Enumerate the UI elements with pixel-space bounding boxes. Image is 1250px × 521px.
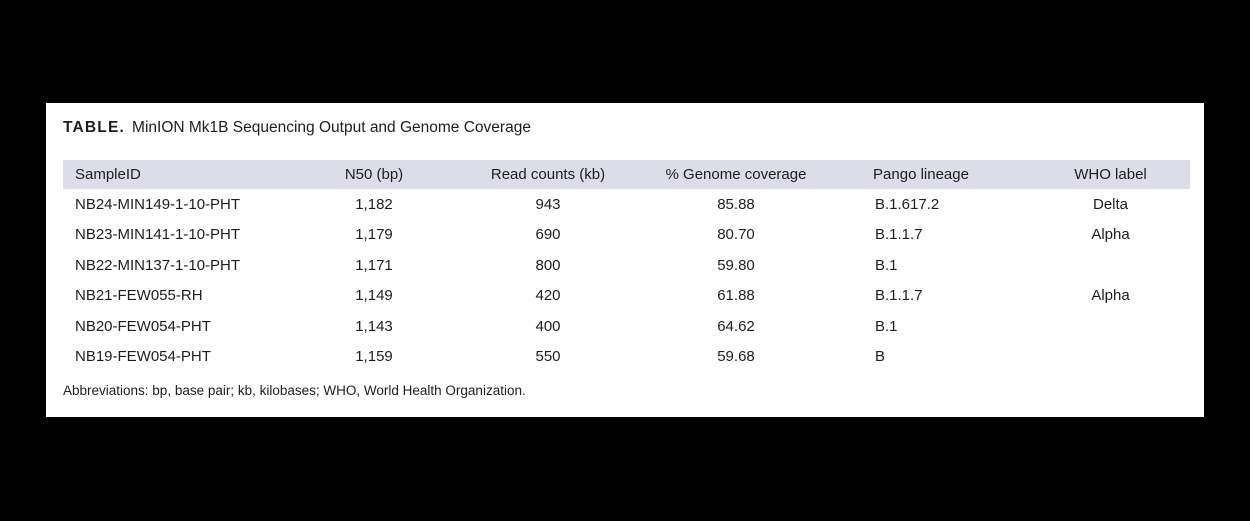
cell-who-label (1031, 311, 1190, 342)
table-row: NB24-MIN149-1-10-PHT 1,182 943 85.88 B.1… (63, 189, 1190, 220)
cell-read-counts: 800 (535, 256, 561, 274)
cell-pango-lineage: B.1 (875, 256, 898, 274)
cell-who-label: Delta (1092, 195, 1129, 213)
cell-genome-coverage: 61.88 (717, 287, 755, 305)
cell-who-label: Alpha (1091, 287, 1130, 305)
table-row: NB19-FEW054-PHT 1,159 550 59.68 B (63, 342, 1190, 373)
table-card: TABLE. MinION Mk1B Sequencing Output and … (46, 103, 1204, 417)
table-body: NB24-MIN149-1-10-PHT 1,182 943 85.88 B.1… (63, 189, 1190, 372)
cell-pango-lineage: B.1.1.7 (875, 226, 923, 244)
cell-genome-coverage: 59.80 (717, 256, 755, 274)
cell-read-counts: 420 (535, 287, 561, 305)
cell-genome-coverage: 85.88 (717, 195, 755, 213)
column-header-who-label: WHO label (1074, 166, 1147, 183)
cell-read-counts: 550 (535, 348, 561, 366)
table-row: NB22-MIN137-1-10-PHT 1,171 800 59.80 B.1 (63, 250, 1190, 281)
cell-genome-coverage: 59.68 (717, 348, 755, 366)
column-header-sampleid: SampleID (75, 166, 141, 183)
table-footnote: Abbreviations: bp, base pair; kb, kiloba… (63, 383, 526, 398)
cell-sampleid: NB21-FEW055-RH (75, 287, 203, 305)
cell-sampleid: NB23-MIN141-1-10-PHT (75, 226, 241, 244)
table-title-label: TABLE. (63, 119, 126, 136)
cell-n50: 1,179 (355, 226, 393, 244)
cell-pango-lineage: B.1.617.2 (875, 195, 940, 213)
cell-read-counts: 943 (535, 195, 561, 213)
cell-who-label: Alpha (1091, 226, 1130, 244)
cell-who-label (1031, 250, 1190, 281)
cell-sampleid: NB20-FEW054-PHT (75, 317, 211, 335)
cell-pango-lineage: B.1 (875, 317, 898, 335)
column-header-genome-coverage: % Genome coverage (665, 166, 807, 183)
column-header-read-counts: Read counts (kb) (490, 166, 606, 183)
table-row: NB20-FEW054-PHT 1,143 400 64.62 B.1 (63, 311, 1190, 342)
cell-n50: 1,149 (355, 287, 393, 305)
cell-sampleid: NB22-MIN137-1-10-PHT (75, 256, 241, 274)
cell-pango-lineage: B (875, 348, 886, 366)
cell-read-counts: 690 (535, 226, 561, 244)
table-title: TABLE. MinION Mk1B Sequencing Output and … (63, 118, 1204, 138)
cell-genome-coverage: 80.70 (717, 226, 755, 244)
cell-n50: 1,159 (355, 348, 393, 366)
cell-genome-coverage: 64.62 (717, 317, 755, 335)
column-header-pango-lineage: Pango lineage (873, 166, 969, 183)
cell-pango-lineage: B.1.1.7 (875, 287, 923, 305)
column-header-n50: N50 (bp) (344, 166, 404, 183)
table-title-text: MinION Mk1B Sequencing Output and Genome… (132, 119, 531, 136)
cell-who-label (1031, 342, 1190, 373)
table-header-row: SampleID N50 (bp) Read counts (kb) % Gen… (63, 160, 1190, 189)
table-row: NB21-FEW055-RH 1,149 420 61.88 B.1.1.7 A… (63, 281, 1190, 312)
cell-n50: 1,171 (355, 256, 393, 274)
cell-n50: 1,143 (355, 317, 393, 335)
cell-n50: 1,182 (355, 195, 393, 213)
data-table: SampleID N50 (bp) Read counts (kb) % Gen… (63, 160, 1190, 372)
cell-read-counts: 400 (535, 317, 561, 335)
cell-sampleid: NB24-MIN149-1-10-PHT (75, 195, 241, 213)
table-row: NB23-MIN141-1-10-PHT 1,179 690 80.70 B.1… (63, 220, 1190, 251)
cell-sampleid: NB19-FEW054-PHT (75, 348, 211, 366)
